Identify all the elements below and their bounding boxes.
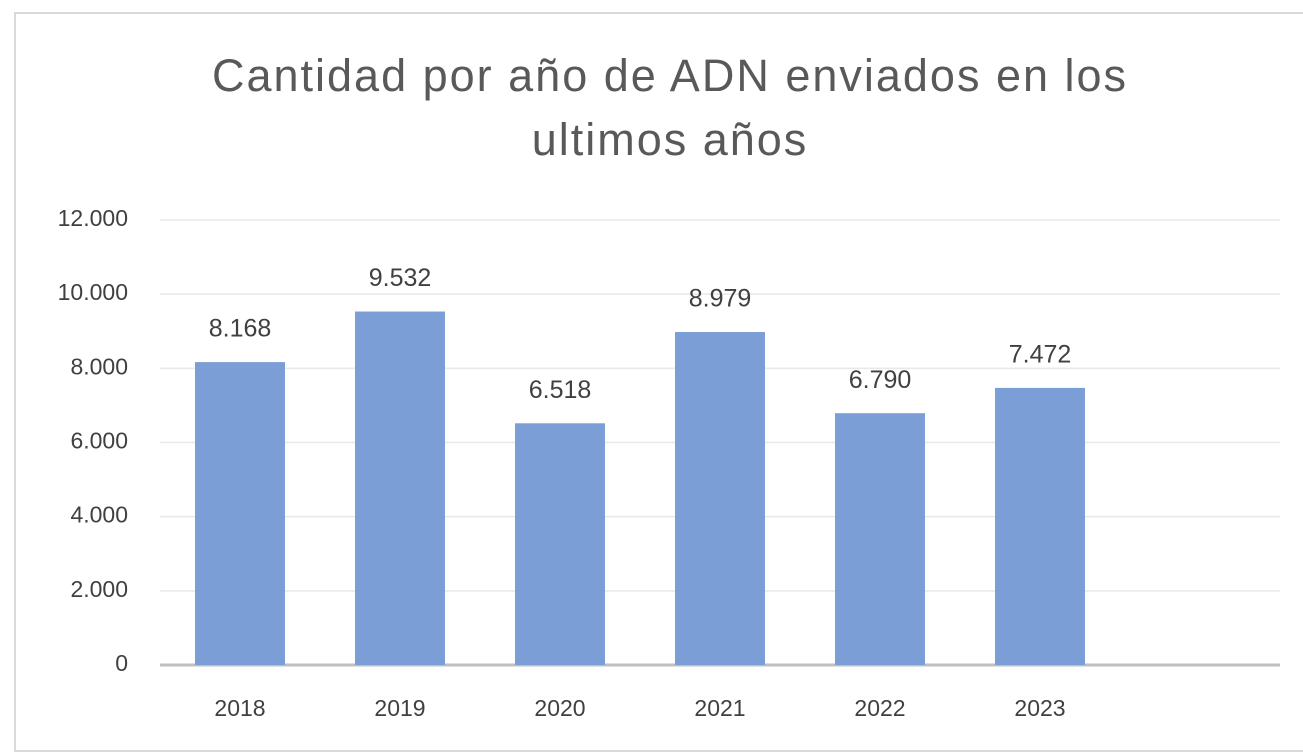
x-tick-label: 2020 <box>534 695 585 721</box>
y-tick-label: 4.000 <box>70 502 128 528</box>
x-tick-label: 2022 <box>854 695 905 721</box>
bar <box>675 332 765 665</box>
bar <box>195 362 285 665</box>
bar <box>995 387 1085 665</box>
data-label: 8.168 <box>209 315 272 343</box>
x-tick-label: 2021 <box>694 695 745 721</box>
y-tick-label: 6.000 <box>70 428 128 454</box>
bar <box>355 311 445 665</box>
y-tick-label: 0 <box>115 650 128 676</box>
y-tick-label: 12.000 <box>58 205 128 231</box>
bar <box>515 423 605 665</box>
data-label: 6.518 <box>529 376 592 404</box>
x-tick-label: 2019 <box>374 695 425 721</box>
chart-title: Cantidad por año de ADN enviados en los … <box>211 50 1129 165</box>
y-tick-label: 10.000 <box>58 279 128 305</box>
data-label: 6.790 <box>849 366 912 394</box>
x-tick-label: 2023 <box>1014 695 1065 721</box>
bar <box>835 413 925 665</box>
x-tick-label: 2018 <box>214 695 265 721</box>
data-label: 8.979 <box>689 285 752 313</box>
y-tick-label: 8.000 <box>70 353 128 379</box>
y-tick-label: 2.000 <box>70 576 128 602</box>
data-label: 9.532 <box>369 264 432 292</box>
data-label: 7.472 <box>1009 341 1072 369</box>
